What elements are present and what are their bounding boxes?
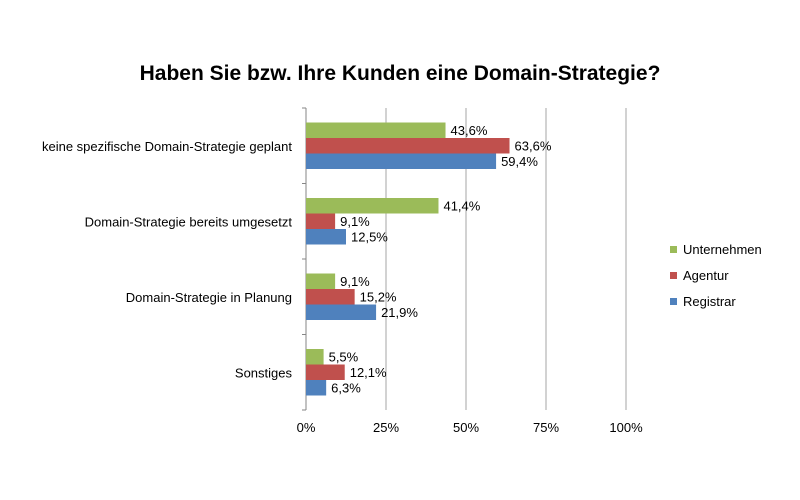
legend-swatch-agentur	[670, 271, 677, 279]
bar-registrar-2	[306, 304, 377, 320]
data-label-registrar-1: 12,5%	[351, 230, 388, 245]
legend-label-registrar: Registrar	[683, 293, 736, 309]
bar-unternehmen-0	[306, 122, 446, 138]
bar-unternehmen-1	[306, 198, 439, 214]
data-label-unternehmen-1: 41,4%	[443, 199, 480, 214]
data-label-unternehmen-2: 9,1%	[340, 274, 370, 289]
bar-registrar-3	[306, 380, 327, 396]
x-tick-label-25: 25%	[373, 420, 399, 435]
data-label-registrar-0: 59,4%	[501, 154, 538, 169]
legend-label-agentur: Agentur	[683, 267, 729, 283]
x-tick-label-0: 0%	[297, 420, 316, 435]
legend-item-registrar: Registrar	[670, 288, 762, 314]
x-tick-label-50: 50%	[453, 420, 479, 435]
data-label-registrar-2: 21,9%	[381, 305, 418, 320]
data-label-unternehmen-3: 5,5%	[329, 350, 359, 365]
data-label-agentur-1: 9,1%	[340, 214, 370, 229]
bar-agentur-1	[306, 213, 336, 229]
category-label-sonstiges: Sonstiges	[235, 365, 293, 380]
data-label-agentur-2: 15,2%	[360, 290, 397, 305]
bar-registrar-1	[306, 229, 346, 245]
category-label-domain-strategie-in-planung: Domain-Strategie in Planung	[126, 290, 292, 305]
x-tick-label-100: 100%	[609, 420, 643, 435]
legend-label-unternehmen: Unternehmen	[683, 241, 762, 257]
data-label-registrar-3: 6,3%	[331, 381, 361, 396]
bar-agentur-2	[306, 289, 355, 305]
category-label-domain-strategie-bereits-umgesetzt: Domain-Strategie bereits umgesetzt	[85, 214, 293, 229]
data-label-agentur-0: 63,6%	[515, 139, 552, 154]
data-label-unternehmen-0: 43,6%	[451, 123, 488, 138]
legend: Unternehmen Agentur Registrar	[670, 236, 762, 314]
data-label-agentur-3: 12,1%	[350, 365, 387, 380]
legend-item-agentur: Agentur	[670, 262, 762, 288]
bar-agentur-3	[306, 364, 345, 380]
bar-unternehmen-2	[306, 273, 336, 289]
bar-unternehmen-3	[306, 349, 324, 365]
x-tick-label-75: 75%	[533, 420, 559, 435]
bar-agentur-0	[306, 138, 510, 154]
legend-swatch-unternehmen	[670, 245, 677, 253]
legend-swatch-registrar	[670, 297, 677, 305]
legend-item-unternehmen: Unternehmen	[670, 236, 762, 262]
chart-title: Haben Sie bzw. Ihre Kunden eine Domain-S…	[139, 62, 661, 85]
category-label-keine-spezifische-domain-strategie-geplant: keine spezifische Domain-Strategie gepla…	[42, 139, 292, 154]
bar-registrar-0	[306, 153, 497, 169]
